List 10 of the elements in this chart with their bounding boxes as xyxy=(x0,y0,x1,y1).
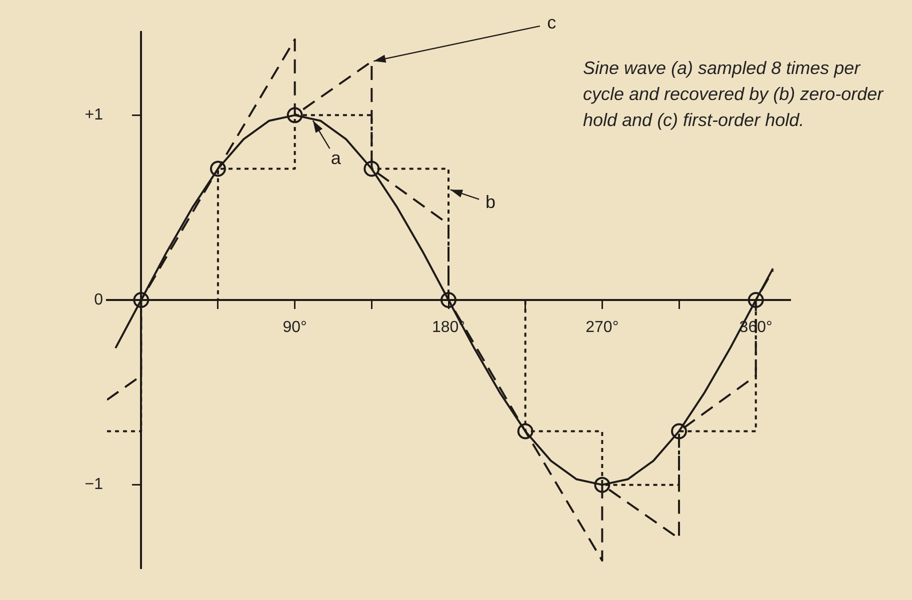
x-tick-label: 270° xyxy=(586,319,619,336)
x-tick-label: 90° xyxy=(282,319,307,336)
annotation: c xyxy=(547,12,556,33)
annotation: a xyxy=(330,148,342,168)
annotation: b xyxy=(485,192,496,212)
x-tick-label: 180° xyxy=(432,319,466,336)
annotation: Sine wave (a) sampled 8 times per cycle and recovered by (b) zero-order hold and (c) first-order hold. xyxy=(583,57,885,132)
y-tick-label: +1 xyxy=(84,106,104,124)
y-tick-label: 0 xyxy=(94,291,104,308)
y-tick-label: −1 xyxy=(84,476,104,494)
